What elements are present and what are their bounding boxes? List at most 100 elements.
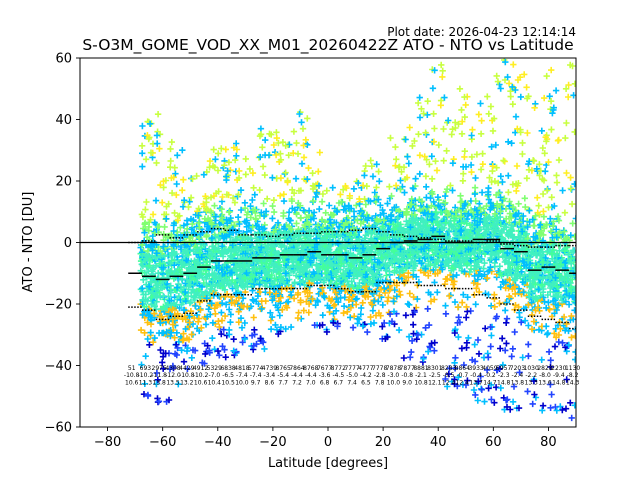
scatter-point: [192, 302, 199, 310]
scatter-point: [167, 332, 174, 340]
scatter-point: [153, 369, 161, 377]
scatter-point: [211, 269, 218, 277]
scatter-point: [152, 306, 160, 313]
scatter-point: [241, 335, 249, 343]
scatter-point: [179, 187, 186, 194]
scatter-point: [236, 245, 243, 252]
scatter-point: [252, 206, 259, 214]
scatter-point: [188, 226, 195, 233]
scatter-point: [256, 186, 263, 194]
scatter-point: [180, 240, 187, 248]
scatter-point: [218, 145, 225, 152]
scatter-point: [197, 306, 204, 314]
scatter-point: [249, 223, 256, 231]
scatter-point: [153, 380, 160, 388]
scatter-point: [141, 308, 148, 315]
scatter-point: [260, 212, 268, 220]
scatter-point: [238, 324, 246, 331]
scatter-point: [171, 219, 178, 227]
scatter-point: [157, 260, 164, 267]
scatter-point: [160, 292, 167, 300]
scatter-point: [196, 213, 203, 220]
scatter-point: [180, 330, 187, 337]
scatter-point: [233, 289, 240, 297]
scatter-point: [222, 301, 230, 308]
scatter-point: [236, 167, 243, 175]
scatter-point: [253, 340, 260, 348]
chart-title: S-O3M_GOME_VOD_XX_M01_20260422Z ATO - NT…: [82, 36, 573, 55]
scatter-point: [183, 347, 191, 355]
scatter-point: [244, 279, 251, 286]
scatter-point: [273, 250, 280, 257]
scatter-point: [141, 380, 148, 387]
scatter-point: [175, 280, 182, 288]
scatter-point: [273, 326, 281, 333]
scatter-point: [196, 249, 204, 257]
scatter-point: [259, 163, 267, 170]
scatter-point: [146, 120, 154, 127]
scatter-point: [212, 213, 219, 220]
scatter-point: [242, 243, 250, 250]
scatter-point: [223, 264, 230, 271]
scatter-point: [160, 264, 167, 271]
scatter-point: [225, 208, 233, 216]
scatter-point: [176, 266, 183, 273]
scatter-point: [212, 252, 219, 259]
scatter-point: [262, 297, 269, 305]
scatter-point: [231, 222, 238, 229]
scatter-point: [258, 305, 265, 313]
scatter-point: [251, 326, 258, 333]
scatter-point: [170, 227, 177, 235]
scatter-point: [270, 208, 278, 216]
scatter-point: [218, 300, 226, 307]
scatter-point: [206, 157, 214, 165]
scatter-point: [221, 346, 228, 353]
scatter-point: [151, 334, 158, 342]
scatter-point: [160, 283, 167, 290]
scatter-point: [171, 262, 178, 269]
scatter-point: [140, 296, 148, 304]
scatter-point: [173, 329, 180, 336]
scatter-point: [209, 319, 217, 326]
scatter-point: [241, 319, 248, 327]
scatter-point: [215, 150, 222, 157]
scatter-point: [186, 319, 193, 326]
scatter-point: [224, 167, 231, 175]
scatter-point: [189, 220, 196, 228]
scatter-point: [179, 203, 187, 210]
scatter-point: [182, 298, 190, 305]
scatter-point: [145, 262, 153, 269]
scatter-band--25: [249, 125, 270, 353]
scatter-point: [218, 330, 225, 338]
scatter-point: [257, 125, 265, 132]
scatter-point: [147, 216, 154, 223]
scatter-point: [204, 342, 211, 349]
scatter-point: [208, 300, 215, 307]
scatter-point: [209, 265, 216, 272]
scatter-point: [154, 111, 162, 118]
scatter-point: [267, 317, 275, 324]
scatter-point: [202, 205, 210, 212]
scatter-point: [173, 351, 180, 359]
scatter-point: [149, 247, 156, 254]
scatter-point: [241, 274, 249, 282]
scatter-point: [256, 281, 263, 288]
scatter-point: [143, 198, 150, 206]
scatter-point: [167, 259, 174, 267]
scatter-point: [159, 359, 166, 366]
scatter-point: [236, 220, 243, 228]
scatter-point: [247, 227, 255, 234]
scatter-point: [160, 178, 167, 185]
scatter-point: [235, 308, 242, 315]
scatter-point: [202, 350, 209, 358]
scatter-point: [146, 341, 153, 348]
scatter-point: [173, 191, 180, 199]
scatter-point: [142, 206, 149, 213]
scatter-point: [199, 359, 206, 366]
scatter-point: [167, 289, 174, 296]
scatter-point: [228, 269, 235, 276]
scatter-point: [212, 156, 219, 163]
scatter-point: [152, 197, 160, 204]
scatter-point: [194, 278, 201, 285]
